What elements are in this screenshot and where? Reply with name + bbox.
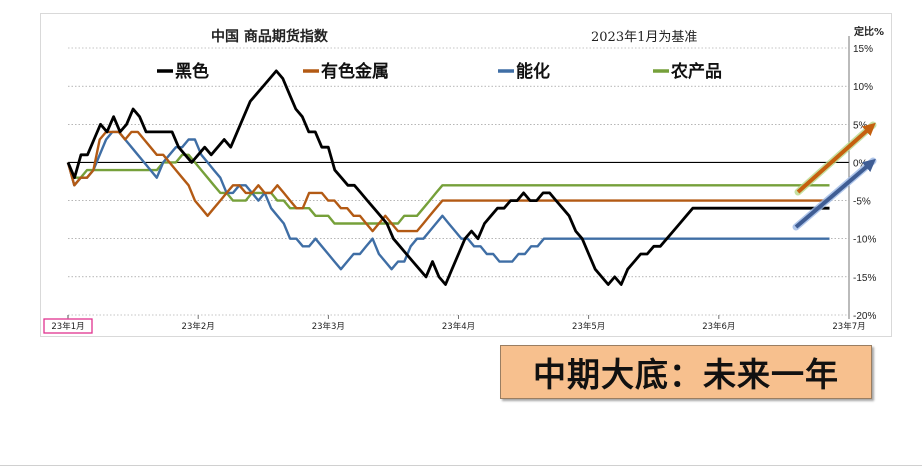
x-tick-label: 23年2月 [182, 321, 215, 332]
chart-frame: 中国 商品期货指数 2023年1月为基准 定比% 黑色 有色金属 能化 农产品 15%… [40, 13, 892, 337]
y-tick-label: -20% [853, 311, 876, 322]
blue-trend-arrow [794, 158, 876, 229]
chart-subtitle: 2023年1月为基准 [591, 30, 697, 45]
legend-label: 黑色 [175, 61, 209, 82]
legend: 黑色 有色金属 能化 农产品 [157, 61, 722, 82]
y-tick-label: 15% [853, 44, 873, 55]
orange-trend-arrow [796, 122, 876, 194]
y-unit-label: 定比% [854, 25, 884, 38]
highlight-box [43, 318, 93, 334]
x-tick-label: 23年4月 [442, 321, 475, 332]
series-line-能化 [66, 130, 830, 271]
x-tick-labels: 23年1月 23年2月 23年3月 23年4月 23年5月 23年6月 23年7月 [43, 315, 866, 334]
series-line-农产品 [66, 153, 830, 225]
chart-title: 中国 商品期货指数 [211, 28, 329, 45]
conclusion-banner: 中期大底：未来一年 [500, 345, 872, 399]
y-tick-label: 10% [853, 82, 873, 93]
page-divider [0, 465, 922, 466]
y-tick-labels: 15% 10% 5% 0% -5% -10% -15% -20% [853, 44, 876, 322]
y-tick-label: -10% [853, 235, 876, 246]
trend-arrows [792, 121, 877, 231]
y-tick-label: 5% [853, 120, 868, 131]
legend-label: 有色金属 [321, 61, 389, 82]
commodity-index-chart: 中国 商品期货指数 2023年1月为基准 定比% 黑色 有色金属 能化 农产品 15%… [43, 25, 884, 334]
y-tick-label: -5% [853, 197, 871, 208]
legend-label: 农产品 [670, 61, 722, 82]
x-tick-label: 23年5月 [572, 321, 605, 332]
series-lines [66, 69, 830, 286]
banner-text: 中期大底：未来一年 [533, 355, 839, 394]
x-tick-label: 23年7月 [832, 321, 865, 332]
y-tick-label: -15% [853, 273, 876, 284]
x-tick-label: 23年3月 [312, 321, 345, 332]
x-tick-label: 23年1月 [51, 321, 84, 332]
x-tick-label: 23年6月 [702, 321, 735, 332]
legend-label: 能化 [516, 61, 550, 82]
series-line-有色金属 [66, 130, 830, 233]
y-tick-label: 0% [853, 158, 868, 169]
series-line-黑色 [66, 69, 830, 286]
